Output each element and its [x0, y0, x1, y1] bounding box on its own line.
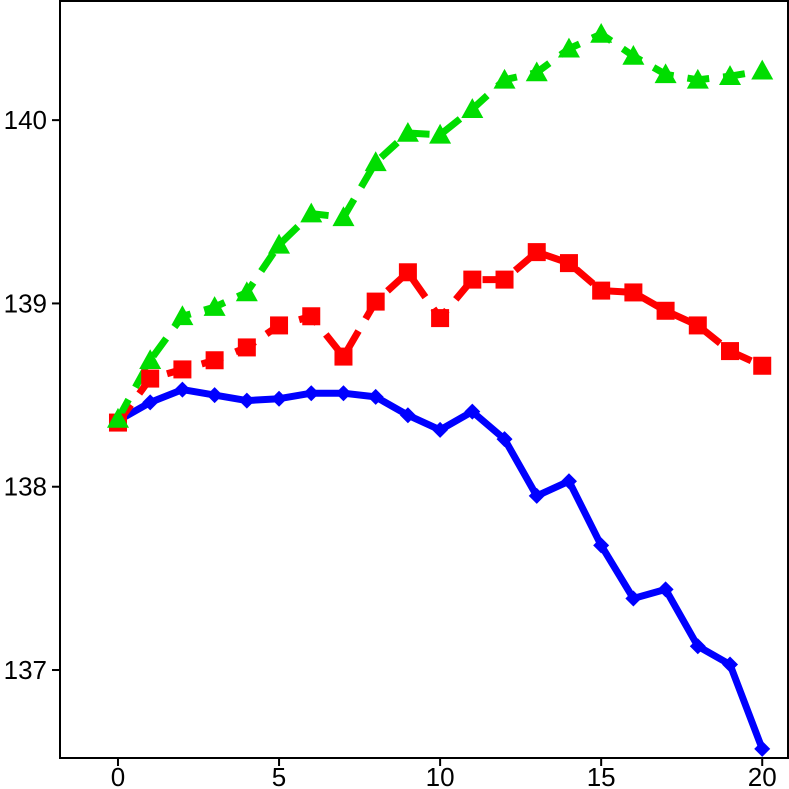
- x-tick-label: 10: [426, 762, 455, 789]
- data-point-triangle: [751, 59, 774, 80]
- y-tick-label: 139: [4, 288, 47, 318]
- data-point-square: [592, 281, 611, 300]
- data-point-diamond: [528, 487, 545, 504]
- data-point-square: [366, 292, 385, 311]
- data-point-square: [173, 360, 192, 379]
- data-point-square: [721, 342, 740, 361]
- data-point-diamond: [142, 394, 159, 411]
- data-point-triangle: [300, 202, 323, 223]
- data-point-square: [205, 351, 224, 370]
- data-point-triangle: [686, 68, 709, 89]
- x-tick-label: 15: [587, 762, 616, 789]
- data-point-triangle: [622, 44, 645, 65]
- data-point-triangle: [493, 68, 516, 89]
- data-point-diamond: [722, 656, 739, 673]
- data-point-triangle: [203, 296, 226, 316]
- data-point-diamond: [174, 381, 191, 398]
- data-point-square: [688, 316, 707, 335]
- data-point-square: [141, 369, 160, 388]
- x-tick-label: 20: [748, 762, 777, 789]
- data-point-triangle: [235, 281, 258, 302]
- data-point-diamond: [367, 388, 384, 405]
- data-point-square: [431, 309, 450, 328]
- data-point-diamond: [271, 390, 288, 407]
- data-point-square: [334, 347, 353, 366]
- data-point-triangle: [171, 305, 194, 326]
- data-point-diamond: [496, 431, 513, 448]
- x-axis: 0 5 10 15 20: [111, 758, 777, 789]
- data-point-triangle: [396, 121, 419, 142]
- data-point-diamond: [238, 392, 255, 409]
- data-point-triangle: [461, 98, 484, 118]
- data-point-square: [527, 243, 546, 262]
- data-point-square: [302, 307, 321, 326]
- marker-layer: [106, 22, 774, 757]
- data-point-triangle: [719, 65, 742, 85]
- data-point-diamond: [464, 403, 481, 420]
- data-point-triangle: [654, 63, 677, 84]
- data-point-diamond: [206, 387, 223, 404]
- data-point-triangle: [429, 123, 452, 144]
- y-tick-label: 140: [4, 105, 47, 135]
- data-point-diamond: [689, 638, 706, 655]
- data-point-square: [624, 283, 643, 302]
- y-tick-label: 138: [4, 472, 47, 502]
- x-tick-label: 5: [272, 762, 286, 789]
- data-point-square: [398, 263, 417, 282]
- data-point-diamond: [399, 407, 416, 424]
- data-point-diamond: [432, 421, 449, 438]
- data-point-diamond: [625, 590, 642, 607]
- data-point-triangle: [139, 349, 162, 370]
- plot-background: [60, 1, 788, 758]
- data-point-diamond: [593, 537, 610, 554]
- data-point-triangle: [525, 61, 548, 82]
- data-point-triangle: [106, 407, 129, 428]
- data-point-square: [753, 356, 772, 375]
- data-point-square: [237, 338, 256, 357]
- y-axis: 137 138 139 140: [4, 105, 60, 685]
- data-point-diamond: [335, 385, 352, 402]
- data-point-diamond: [754, 740, 771, 757]
- data-point-square: [495, 270, 514, 289]
- data-point-triangle: [364, 151, 387, 172]
- data-point-diamond: [657, 581, 674, 598]
- plot-frame: [59, 0, 789, 759]
- series-line-triangle: [114, 30, 763, 421]
- data-point-triangle: [557, 37, 580, 58]
- data-point-triangle: [268, 233, 291, 254]
- data-point-triangle: [332, 206, 355, 227]
- data-point-diamond: [560, 473, 577, 490]
- data-point-square: [559, 254, 578, 273]
- y-tick-label: 137: [4, 655, 47, 685]
- data-point-triangle: [590, 22, 613, 43]
- data-point-square: [270, 316, 289, 335]
- data-point-square: [463, 270, 482, 289]
- data-point-square: [656, 301, 675, 320]
- x-tick-label: 0: [111, 762, 125, 789]
- data-point-diamond: [303, 385, 320, 402]
